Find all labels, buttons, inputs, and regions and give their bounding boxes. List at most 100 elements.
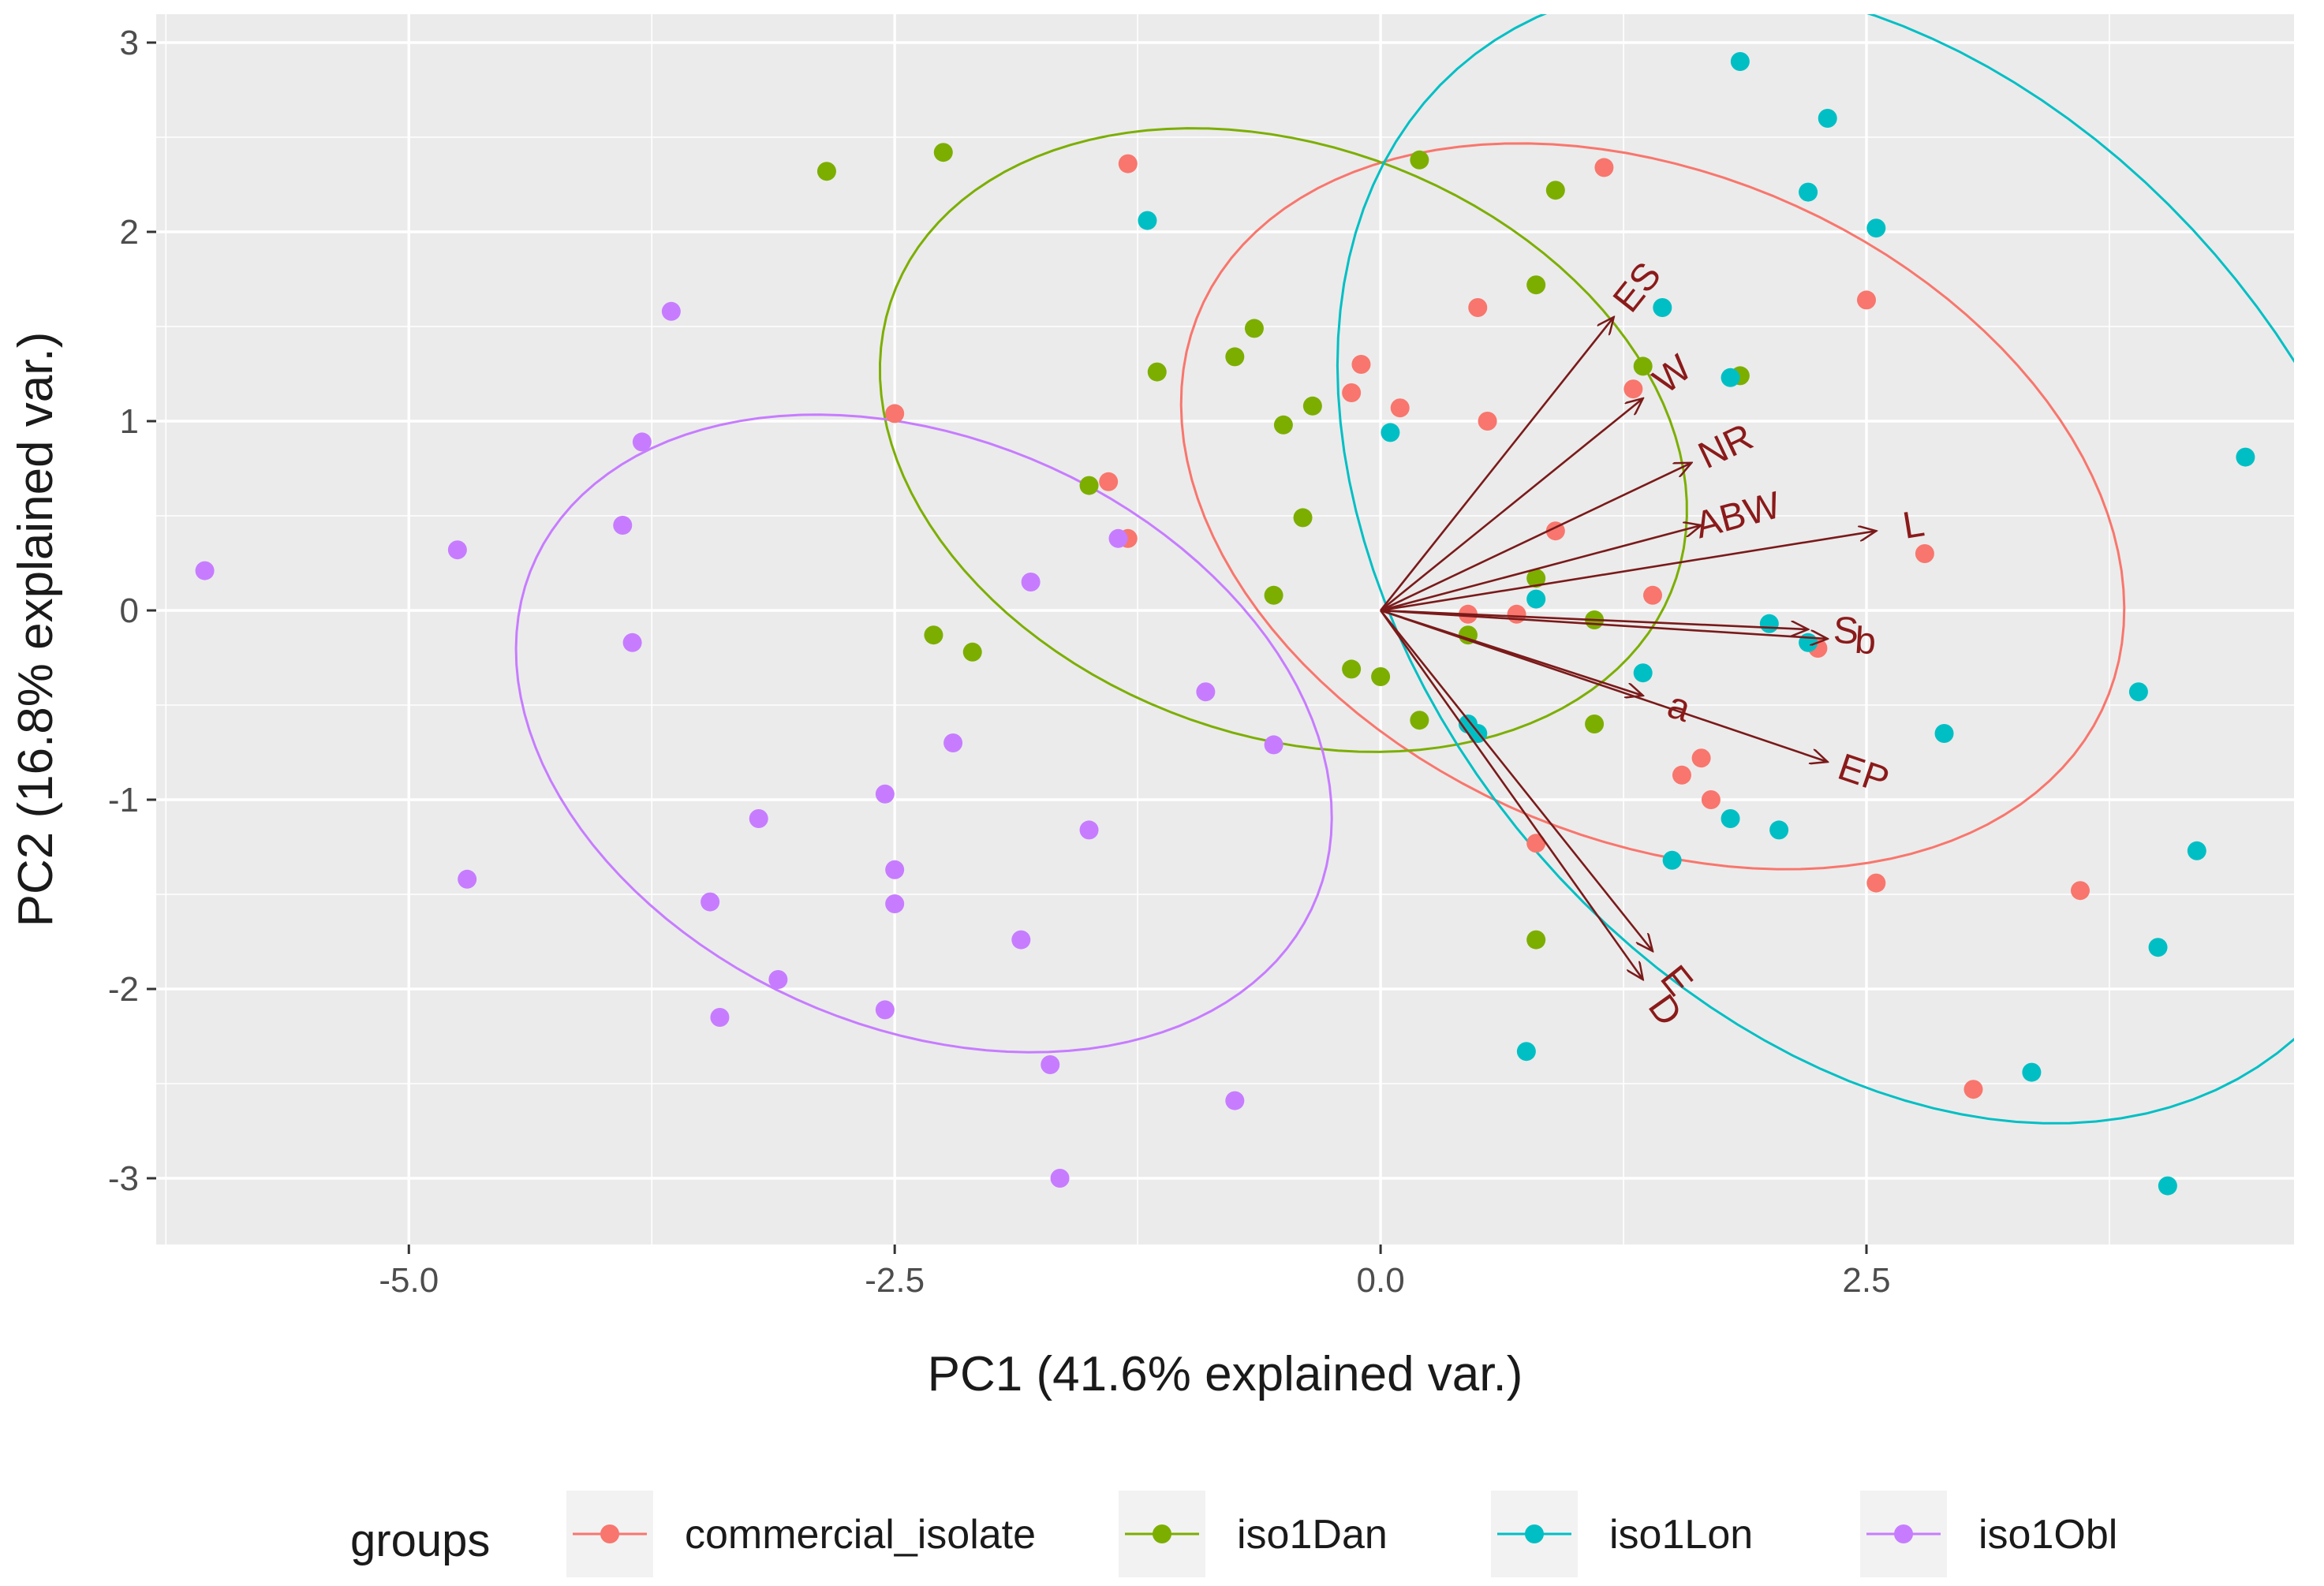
legend-entries: commercial_isolate iso1Dan iso1Lon iso1Obl [566,1491,2117,1577]
point-commercial_isolate [1915,544,1934,563]
point-iso1Obl [195,561,215,580]
point-iso1Obl [1041,1055,1060,1074]
point-iso1Obl [1225,1091,1245,1110]
loading-arrow-S [1381,609,1808,629]
point-iso1Dan [933,143,953,162]
x-tick-label: -2.5 [865,1261,925,1300]
major-gridlines [156,14,2294,1245]
y-tick-label: 3 [120,24,139,62]
point-iso1Obl [768,970,788,989]
point-commercial_isolate [1594,158,1614,177]
point-iso1Dan [816,162,836,181]
point-iso1Dan [1526,275,1546,295]
point-iso1Obl [447,540,467,560]
point-iso1Dan [1526,569,1546,588]
loading-arrow-EP [1380,609,1828,762]
x-axis-ticks: -5.0 -2.5 0.0 2.5 [379,1245,1891,1300]
point-iso1Dan [1342,659,1362,679]
point-iso1Dan [1244,319,1264,338]
point-iso1Dan [1293,508,1313,528]
point-commercial_isolate [1866,873,1886,893]
point-iso1Lon [1721,368,1740,387]
x-axis-title: PC1 (41.6% explained var.) [928,1347,1523,1401]
point-iso1Obl [749,809,768,828]
point-iso1Lon [1934,724,1954,743]
point-iso1Lon [2148,938,2168,957]
point-iso1Obl [661,301,681,321]
ellipse-iso1Lon [1336,14,2294,1125]
point-iso1Obl [1079,820,1099,840]
point-iso1Dan [1302,396,1322,416]
point-commercial_isolate [885,404,905,424]
point-iso1Obl [613,516,633,535]
point-iso1Dan [1225,347,1245,367]
minor-gridlines [156,14,2294,1245]
point-commercial_isolate [1526,834,1546,853]
point-iso1Lon [1759,614,1779,633]
loading-arrows [1380,317,1876,980]
point-iso1Dan [1526,930,1546,950]
point-commercial_isolate [1701,790,1721,809]
point-commercial_isolate [1099,472,1119,491]
legend: groups commercial_isolate iso1Dan iso1Lon i… [350,1491,2117,1577]
point-iso1Lon [1526,589,1546,609]
legend-label-iso1Dan: iso1Dan [1237,1512,1388,1558]
y-tick-label: -3 [108,1159,139,1198]
ellipse-iso1Obl [514,413,1333,1054]
point-iso1Obl [1050,1169,1070,1188]
y-axis-ticks: 3 2 1 0 -1 -2 -3 [108,24,156,1198]
point-iso1Obl [875,1000,895,1020]
point-iso1Dan [1410,150,1429,170]
point-iso1Dan [1633,356,1653,376]
loading-arrow-D [1380,610,1643,980]
point-iso1Dan [1273,415,1293,435]
point-iso1Lon [1653,298,1672,317]
point-iso1Lon [1730,52,1750,71]
y-tick-label: 0 [120,591,139,630]
point-iso1Lon [1138,211,1157,230]
point-iso1Obl [943,733,963,752]
y-tick-label: -2 [108,970,139,1009]
loading-arrow-b [1381,609,1828,639]
data-points [195,52,2255,1196]
loading-arrow-L [1380,531,1876,612]
point-commercial_isolate [1643,585,1662,605]
point-iso1Lon [1866,218,1886,238]
legend-key-point [1153,1524,1171,1543]
point-iso1Lon [2236,447,2255,467]
point-commercial_isolate [2071,881,2090,901]
point-iso1Lon [1516,1042,1536,1062]
x-tick-label: -5.0 [379,1261,439,1300]
legend-key-point [1894,1524,1913,1543]
point-iso1Obl [701,892,720,912]
y-axis-title: PC2 (16.8% explained var.) [9,332,63,927]
legend-label-iso1Obl: iso1Obl [1978,1512,2117,1558]
x-tick-label: 2.5 [1842,1261,1890,1300]
point-iso1Dan [1264,585,1283,605]
point-iso1Obl [622,633,642,652]
point-iso1Lon [1633,663,1653,683]
point-iso1Obl [875,784,895,804]
legend-key-point [1525,1524,1544,1543]
loading-arrow-ABW [1380,525,1701,612]
loading-arrow-W [1380,398,1643,612]
loading-arrow-NR [1380,463,1691,612]
point-iso1Lon [2187,841,2206,860]
point-commercial_isolate [1507,604,1526,624]
loading-label-S: S [1833,610,1859,652]
point-commercial_isolate [1963,1080,1983,1099]
point-iso1Lon [1662,850,1682,870]
y-tick-label: 2 [120,213,139,252]
point-iso1Lon [1381,423,1400,442]
plot-panel [156,14,2294,1245]
legend-title: groups [350,1515,490,1566]
point-iso1Dan [962,642,982,662]
y-tick-label: -1 [108,781,139,819]
legend-label-iso1Lon: iso1Lon [1609,1512,1753,1558]
y-tick-label: 1 [120,402,139,441]
point-iso1Lon [2158,1176,2177,1196]
point-iso1Dan [924,625,943,645]
point-iso1Obl [1196,682,1216,702]
point-iso1Dan [1585,715,1605,733]
